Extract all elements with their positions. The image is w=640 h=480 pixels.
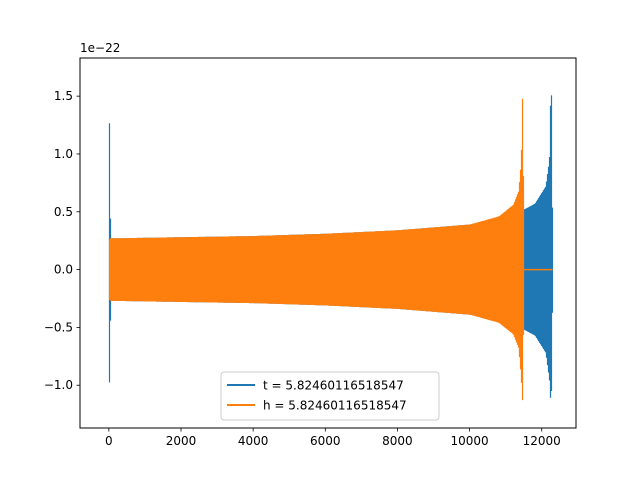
x-tick-label: 10000: [450, 434, 488, 448]
series-2-oscillation: [108, 98, 525, 401]
x-tick-label: 12000: [523, 434, 561, 448]
y-tick-label: −0.5: [44, 320, 73, 334]
x-tick-label: 2000: [166, 434, 197, 448]
y-tick-label: 1.0: [54, 147, 73, 161]
axes-frame: [79, 57, 577, 429]
y-scale-label: 1e−22: [80, 41, 120, 55]
x-tick-label: 8000: [382, 434, 413, 448]
y-tick-label: 0.0: [54, 263, 73, 277]
legend-label: h = 5.82460116518547: [263, 399, 407, 413]
y-tick-label: 0.5: [54, 205, 73, 219]
x-tick-label: 4000: [238, 434, 269, 448]
x-tick-label: 0: [105, 434, 113, 448]
legend-box: [220, 371, 440, 421]
y-tick-label: −1.0: [44, 378, 73, 392]
x-tick-label: 6000: [310, 434, 341, 448]
legend-label: t = 5.82460116518547: [263, 379, 404, 393]
y-tick-label: 1.5: [54, 89, 73, 103]
